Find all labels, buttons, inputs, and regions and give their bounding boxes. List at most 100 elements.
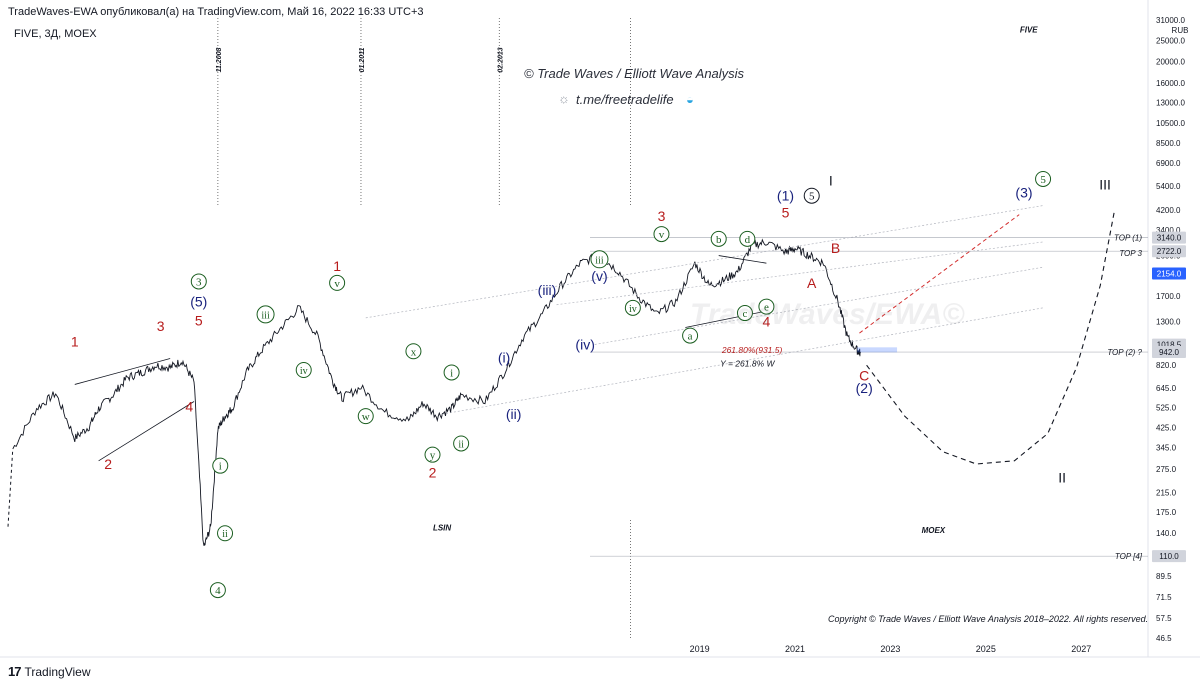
wave-label: v (659, 229, 665, 241)
price-box-label: 110.0 (1159, 552, 1179, 561)
tradingview-brand-name: TradingView (24, 664, 91, 679)
y-tick-label: 345.0 (1156, 444, 1177, 453)
watermark-big: TradeWaves/EWA© (690, 298, 965, 331)
wave-label: (i) (498, 349, 510, 365)
projection-dashed-line (866, 209, 1116, 465)
wave-label: iii (595, 255, 604, 266)
wave-label: 4 (215, 585, 221, 597)
channel-line (556, 241, 1044, 306)
wave-label: C (859, 368, 869, 384)
chart-annotation: 261.80%(931.5) (721, 345, 783, 355)
y-tick-label: 3400.0 (1156, 226, 1181, 235)
wave-label: iv (300, 366, 308, 377)
wave-label: 2 (429, 465, 437, 481)
y-tick-label: 31000.0 (1156, 16, 1185, 25)
wave-label: 2 (104, 456, 112, 472)
wave-label-circle (803, 187, 820, 204)
tradingview-brand[interactable]: 17 TradingView (8, 664, 91, 679)
wave-label-circle (424, 446, 441, 463)
wave-label: (1) (777, 188, 794, 204)
price-box (1152, 550, 1186, 563)
wave-label: v (334, 278, 340, 290)
wave-label: A (807, 275, 817, 291)
wave3-arrow-line (859, 214, 1020, 334)
wave-label: III (1099, 176, 1111, 192)
y-tick-label: 645.0 (1156, 384, 1177, 393)
channel-line (365, 205, 1044, 319)
wave-label: (iii) (538, 282, 557, 298)
chart-annotation: MOEX (922, 526, 946, 535)
wave-label-circle (405, 343, 422, 360)
y-tick-label: 215.0 (1156, 488, 1177, 497)
vertical-marker-label: 11.2008 (216, 48, 223, 73)
wave-label-circle (212, 457, 229, 474)
watermark-line1: © Trade Waves / Elliott Wave Analysis (524, 66, 745, 81)
wave-label: 4 (763, 313, 771, 329)
level-label: TOP (2) ? (1107, 348, 1142, 357)
level-label: TOP (1) (1114, 234, 1142, 243)
y-tick-label: 175.0 (1156, 508, 1177, 517)
wave-label-circle (624, 299, 641, 316)
wave-label: 5 (195, 313, 203, 329)
wave-label: (2) (856, 380, 873, 396)
y-tick-label: 10500.0 (1156, 119, 1185, 128)
wave-label-circle (682, 327, 699, 344)
x-tick-label: 2025 (976, 644, 996, 654)
wave-label-circle (295, 361, 312, 378)
x-tick-label: 2027 (1071, 644, 1091, 654)
wave-label: B (831, 240, 840, 256)
y-tick-label: 1300.0 (1156, 317, 1181, 326)
wave-label: ii (222, 529, 228, 540)
wave-label: 3 (157, 318, 165, 334)
wave-label: (ii) (506, 406, 522, 422)
wave-label-circle (329, 274, 346, 291)
y-tick-label: 425.0 (1156, 424, 1177, 433)
wave-label: w (362, 411, 370, 423)
y-tick-label: 525.0 (1156, 404, 1177, 413)
y-tick-label: 4200.0 (1156, 206, 1181, 215)
wave-label-circle (758, 298, 775, 315)
wave-label-circle (217, 525, 234, 542)
wave-label: I (829, 173, 833, 189)
wave-label: 5 (782, 204, 790, 220)
publisher-line: TradeWaves-EWA опубликовал(а) на Trading… (8, 6, 424, 18)
y-tick-label: 820.0 (1156, 361, 1177, 370)
wave-label-circle (653, 226, 670, 243)
wave-label: (5) (190, 294, 207, 310)
price-box-label: 1018.5 (1157, 341, 1182, 350)
y-tick-label: 275.0 (1156, 465, 1177, 474)
watermark-line2: t.me/freetradelife (576, 92, 674, 107)
wave-label-circle (190, 273, 207, 290)
wave-label: 1 (333, 258, 341, 274)
wave-label: (v) (591, 268, 607, 284)
wave-label: 5 (809, 191, 815, 203)
wave-label-circle (736, 305, 753, 322)
price-leadin-dashed (7, 448, 14, 527)
wave-label-circle (453, 435, 470, 452)
wave-label: c (743, 308, 748, 320)
wave-label: y (430, 450, 436, 462)
x-tick-label: 2019 (690, 644, 710, 654)
wave-label: ii (458, 439, 464, 450)
wave-label: 5 (1040, 174, 1046, 186)
y-tick-label: 13000.0 (1156, 99, 1185, 108)
trend-line (98, 401, 195, 462)
x-tick-label: 2021 (785, 644, 805, 654)
price-box-label: 2722.0 (1157, 247, 1182, 256)
price-box-label: 3140.0 (1157, 234, 1182, 243)
trend-line (718, 255, 767, 264)
wave-label: e (764, 302, 769, 314)
wave-label: (iv) (575, 336, 594, 352)
price-box (1152, 267, 1186, 280)
y-tick-label: 8500.0 (1156, 139, 1181, 148)
y-tick-label: 1700.0 (1156, 292, 1181, 301)
chart-annotation: LSIN (433, 523, 451, 532)
wave-label-circle (256, 305, 275, 324)
wave-label: x (411, 346, 417, 358)
symbol-title[interactable]: FIVE, 3Д, MOEX (14, 28, 97, 40)
y-tick-label: 6900.0 (1156, 159, 1181, 168)
telegram-icon: ◒ (686, 92, 694, 107)
wave-label: iii (261, 310, 270, 321)
currency-label: RUB (1172, 26, 1189, 35)
